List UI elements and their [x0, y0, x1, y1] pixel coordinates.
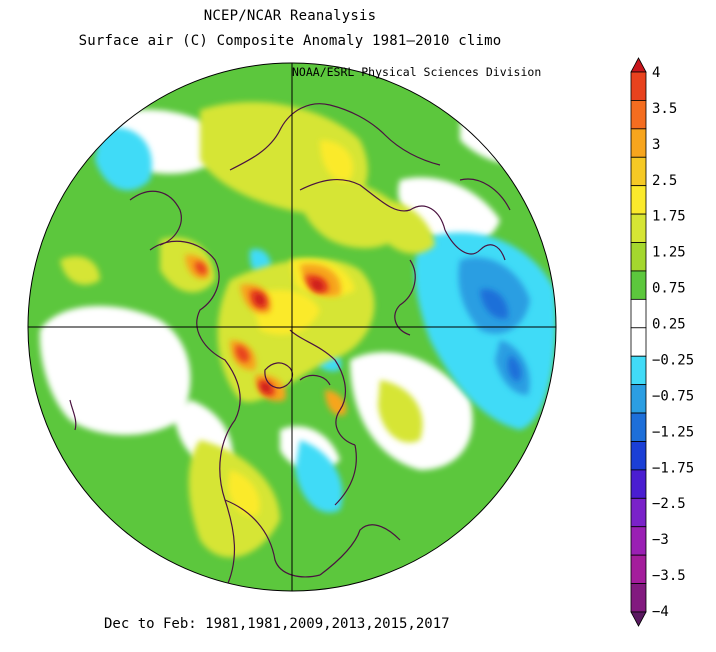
graticule	[27, 62, 557, 592]
colorbar-tick-label: −3	[652, 532, 669, 548]
colorbar-swatch	[630, 71, 647, 101]
colorbar-swatch	[630, 441, 647, 471]
colorbar-swatch	[630, 298, 647, 329]
colorbar-swatch	[630, 242, 647, 272]
colorbar-tick-label: −3.5	[652, 568, 686, 584]
colorbar-tick-label: −1.75	[652, 460, 694, 476]
colorbar-swatch	[630, 100, 647, 130]
colorbar-tick-label: 0.75	[652, 281, 686, 297]
colorbar-swatch	[630, 554, 647, 584]
colorbar-swatch	[630, 270, 647, 300]
colorbar-tick-label: −1.25	[652, 424, 694, 440]
credit-label: NOAA/ESRL Physical Sciences Division	[292, 65, 542, 79]
colorbar-swatch	[630, 185, 647, 215]
colorbar-swatch	[630, 526, 647, 556]
colorbar-tick-label: 0.25	[652, 317, 686, 333]
colorbar-tick-label: −2.5	[652, 496, 686, 512]
colorbar-swatch	[630, 156, 647, 187]
colorbar-bottom-arrow	[630, 611, 647, 627]
colorbar-tick-label: −0.75	[652, 388, 694, 404]
colorbar-swatch	[630, 497, 647, 528]
colorbar-tick-label: 3	[652, 137, 660, 153]
colorbar-swatch	[630, 583, 647, 613]
colorbar-tick-label: 2.5	[652, 173, 677, 189]
colorbar-swatch	[630, 128, 647, 158]
colorbar-tick-label: 1.25	[652, 245, 686, 261]
colorbar-swatch	[630, 213, 647, 243]
colorbar-tick-label: −0.25	[652, 352, 694, 368]
colorbar-swatches	[630, 57, 647, 627]
colorbar-top-arrow	[630, 57, 647, 73]
colorbar-tick-label: −4	[652, 604, 669, 620]
colorbar-tick-label: 3.5	[652, 101, 677, 117]
title-line-2: Surface air (C) Composite Anomaly 1981–2…	[78, 33, 502, 49]
colorbar-swatch	[630, 327, 647, 357]
colorbar-swatch	[630, 384, 647, 414]
colorbar-tick-label: 1.75	[652, 209, 686, 225]
colorbar-tick-label: 4	[652, 65, 660, 81]
coastlines	[69, 103, 511, 591]
title-line-1: NCEP/NCAR Reanalysis	[203, 8, 377, 24]
polar-anomaly-map	[27, 62, 557, 592]
date-range-footer: Dec to Feb: 1981,1981,2009,2013,2015,201…	[104, 616, 450, 632]
colorbar-swatch	[630, 412, 647, 442]
colorbar-swatch	[630, 469, 647, 499]
colorbar-swatch	[630, 355, 647, 386]
colorbar-labels: 4 3.5 3 2.5 1.75 1.25 0.75 0.25 −0.25 −0.75 −1.25 −…	[652, 65, 694, 620]
